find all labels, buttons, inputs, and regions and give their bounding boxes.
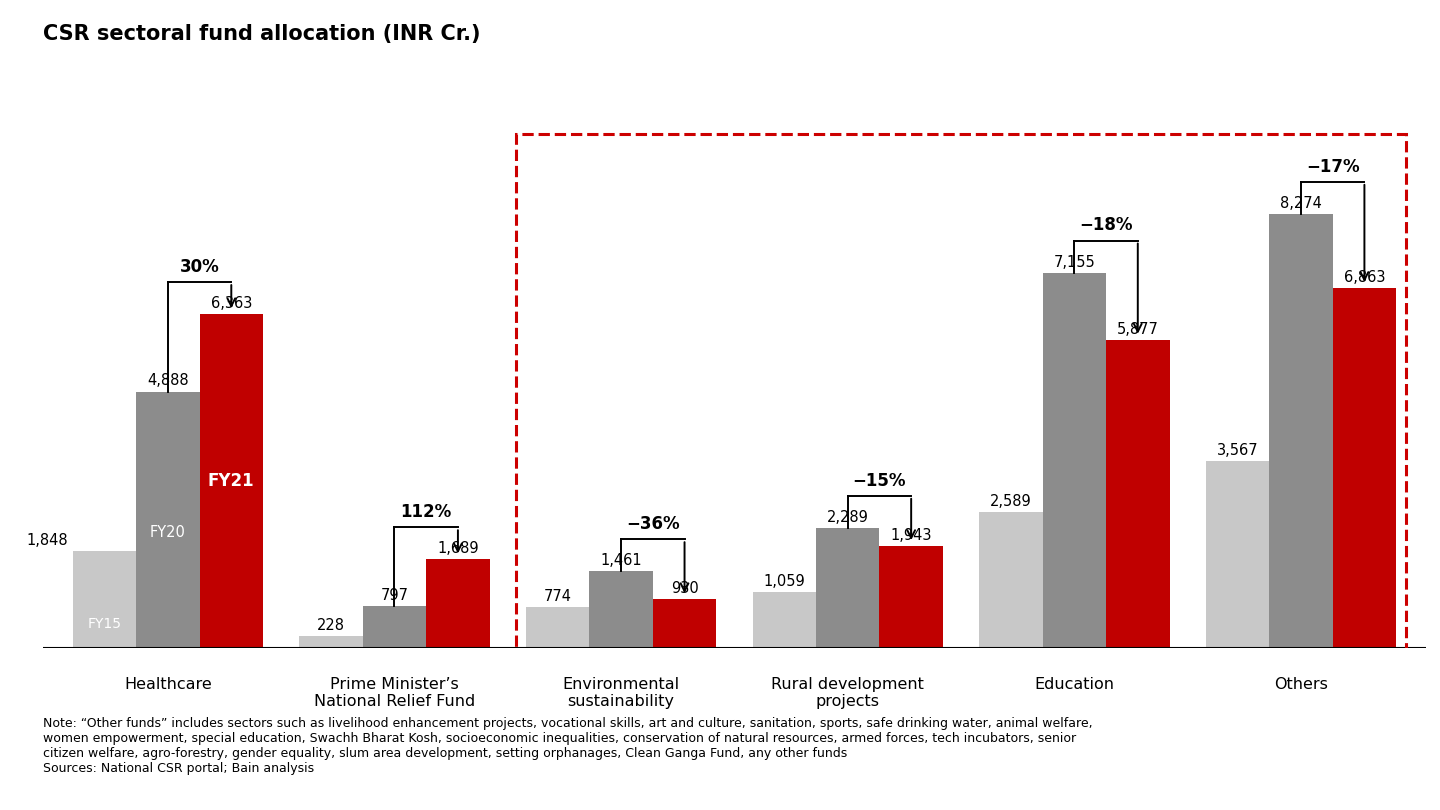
Bar: [1205, 461, 1269, 648]
Text: Healthcare: Healthcare: [124, 677, 212, 692]
Bar: [300, 636, 363, 648]
Text: 774: 774: [544, 589, 572, 604]
Bar: [1106, 339, 1169, 648]
Bar: [979, 512, 1043, 648]
Bar: [753, 592, 816, 648]
Text: Environmental
sustainability: Environmental sustainability: [563, 677, 680, 710]
Bar: [589, 571, 652, 648]
Text: 930: 930: [671, 581, 698, 596]
Bar: [816, 528, 880, 648]
Text: −18%: −18%: [1080, 216, 1133, 234]
Text: −17%: −17%: [1306, 158, 1359, 176]
Text: 797: 797: [380, 588, 409, 603]
Text: 7,155: 7,155: [1054, 254, 1096, 270]
Bar: [1332, 288, 1397, 648]
Text: CSR sectoral fund allocation (INR Cr.): CSR sectoral fund allocation (INR Cr.): [43, 24, 481, 45]
Bar: [363, 606, 426, 648]
Bar: [1269, 214, 1332, 648]
Text: Prime Minister’s
National Relief Fund: Prime Minister’s National Relief Fund: [314, 677, 475, 710]
Bar: [72, 551, 137, 648]
Text: −15%: −15%: [852, 471, 906, 489]
Text: Note: “Other funds” includes sectors such as livelihood enhancement projects, vo: Note: “Other funds” includes sectors suc…: [43, 717, 1093, 775]
Text: 30%: 30%: [180, 258, 219, 276]
Text: −36%: −36%: [626, 515, 680, 533]
Text: 3,567: 3,567: [1217, 443, 1259, 458]
Text: 5,877: 5,877: [1117, 322, 1159, 337]
Text: FY15: FY15: [88, 616, 121, 631]
Text: 112%: 112%: [400, 503, 452, 521]
Text: 1,848: 1,848: [26, 533, 68, 548]
Text: 1,689: 1,689: [438, 541, 478, 556]
Bar: [652, 599, 716, 648]
Text: Others: Others: [1274, 677, 1328, 692]
Text: 228: 228: [317, 618, 346, 633]
Bar: [517, 134, 1405, 688]
Text: Rural development
projects: Rural development projects: [772, 677, 924, 710]
Text: 2,289: 2,289: [827, 509, 868, 525]
Text: 6,863: 6,863: [1344, 270, 1385, 285]
Text: 6,363: 6,363: [210, 296, 252, 311]
Text: 8,274: 8,274: [1280, 196, 1322, 211]
Bar: [526, 608, 589, 648]
Text: 1,059: 1,059: [763, 574, 805, 590]
Bar: [137, 391, 200, 648]
Text: 1,461: 1,461: [600, 553, 642, 568]
Text: 1,943: 1,943: [890, 528, 932, 543]
Text: Education: Education: [1034, 677, 1115, 692]
Text: 4,888: 4,888: [147, 373, 189, 389]
Text: FY21: FY21: [207, 472, 255, 490]
Bar: [426, 560, 490, 648]
Text: FY20: FY20: [150, 525, 186, 540]
Bar: [880, 546, 943, 648]
Bar: [200, 314, 264, 648]
Text: 2,589: 2,589: [991, 494, 1031, 509]
Bar: [1043, 273, 1106, 648]
